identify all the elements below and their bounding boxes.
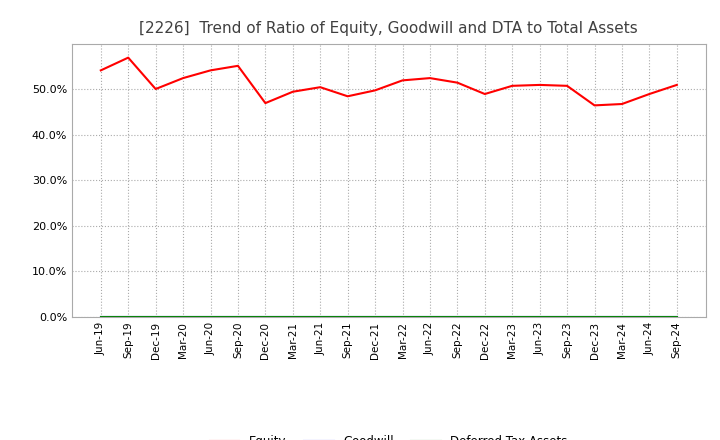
Goodwill (536, 314, 544, 319)
Equity (563, 83, 572, 88)
Goodwill (289, 314, 297, 319)
Goodwill (645, 314, 654, 319)
Equity (590, 103, 599, 108)
Goodwill (508, 314, 516, 319)
Deferred Tax Assets (453, 314, 462, 319)
Goodwill (179, 314, 187, 319)
Equity (426, 76, 434, 81)
Deferred Tax Assets (398, 314, 407, 319)
Deferred Tax Assets (508, 314, 516, 319)
Equity (261, 100, 270, 106)
Deferred Tax Assets (179, 314, 187, 319)
Goodwill (206, 314, 215, 319)
Deferred Tax Assets (124, 314, 132, 319)
Equity (672, 82, 681, 88)
Equity (289, 89, 297, 94)
Deferred Tax Assets (618, 314, 626, 319)
Equity (645, 92, 654, 97)
Deferred Tax Assets (151, 314, 160, 319)
Equity (453, 80, 462, 85)
Deferred Tax Assets (672, 314, 681, 319)
Equity (179, 76, 187, 81)
Deferred Tax Assets (371, 314, 379, 319)
Equity (96, 68, 105, 73)
Deferred Tax Assets (590, 314, 599, 319)
Equity (508, 83, 516, 88)
Deferred Tax Assets (645, 314, 654, 319)
Equity (371, 88, 379, 93)
Goodwill (480, 314, 489, 319)
Deferred Tax Assets (480, 314, 489, 319)
Equity (233, 63, 242, 69)
Deferred Tax Assets (96, 314, 105, 319)
Goodwill (316, 314, 325, 319)
Equity (124, 55, 132, 60)
Equity (206, 68, 215, 73)
Goodwill (233, 314, 242, 319)
Deferred Tax Assets (343, 314, 352, 319)
Equity (480, 92, 489, 97)
Goodwill (618, 314, 626, 319)
Deferred Tax Assets (316, 314, 325, 319)
Title: [2226]  Trend of Ratio of Equity, Goodwill and DTA to Total Assets: [2226] Trend of Ratio of Equity, Goodwil… (140, 21, 638, 36)
Goodwill (371, 314, 379, 319)
Goodwill (398, 314, 407, 319)
Equity (316, 84, 325, 90)
Goodwill (96, 314, 105, 319)
Goodwill (124, 314, 132, 319)
Equity (618, 101, 626, 106)
Equity (536, 82, 544, 88)
Equity (398, 78, 407, 83)
Goodwill (151, 314, 160, 319)
Equity (343, 94, 352, 99)
Goodwill (426, 314, 434, 319)
Goodwill (672, 314, 681, 319)
Deferred Tax Assets (563, 314, 572, 319)
Goodwill (261, 314, 270, 319)
Goodwill (563, 314, 572, 319)
Deferred Tax Assets (426, 314, 434, 319)
Deferred Tax Assets (233, 314, 242, 319)
Deferred Tax Assets (536, 314, 544, 319)
Legend: Equity, Goodwill, Deferred Tax Assets: Equity, Goodwill, Deferred Tax Assets (205, 430, 572, 440)
Deferred Tax Assets (289, 314, 297, 319)
Line: Equity: Equity (101, 58, 677, 105)
Deferred Tax Assets (206, 314, 215, 319)
Goodwill (590, 314, 599, 319)
Equity (151, 86, 160, 92)
Goodwill (453, 314, 462, 319)
Deferred Tax Assets (261, 314, 270, 319)
Goodwill (343, 314, 352, 319)
